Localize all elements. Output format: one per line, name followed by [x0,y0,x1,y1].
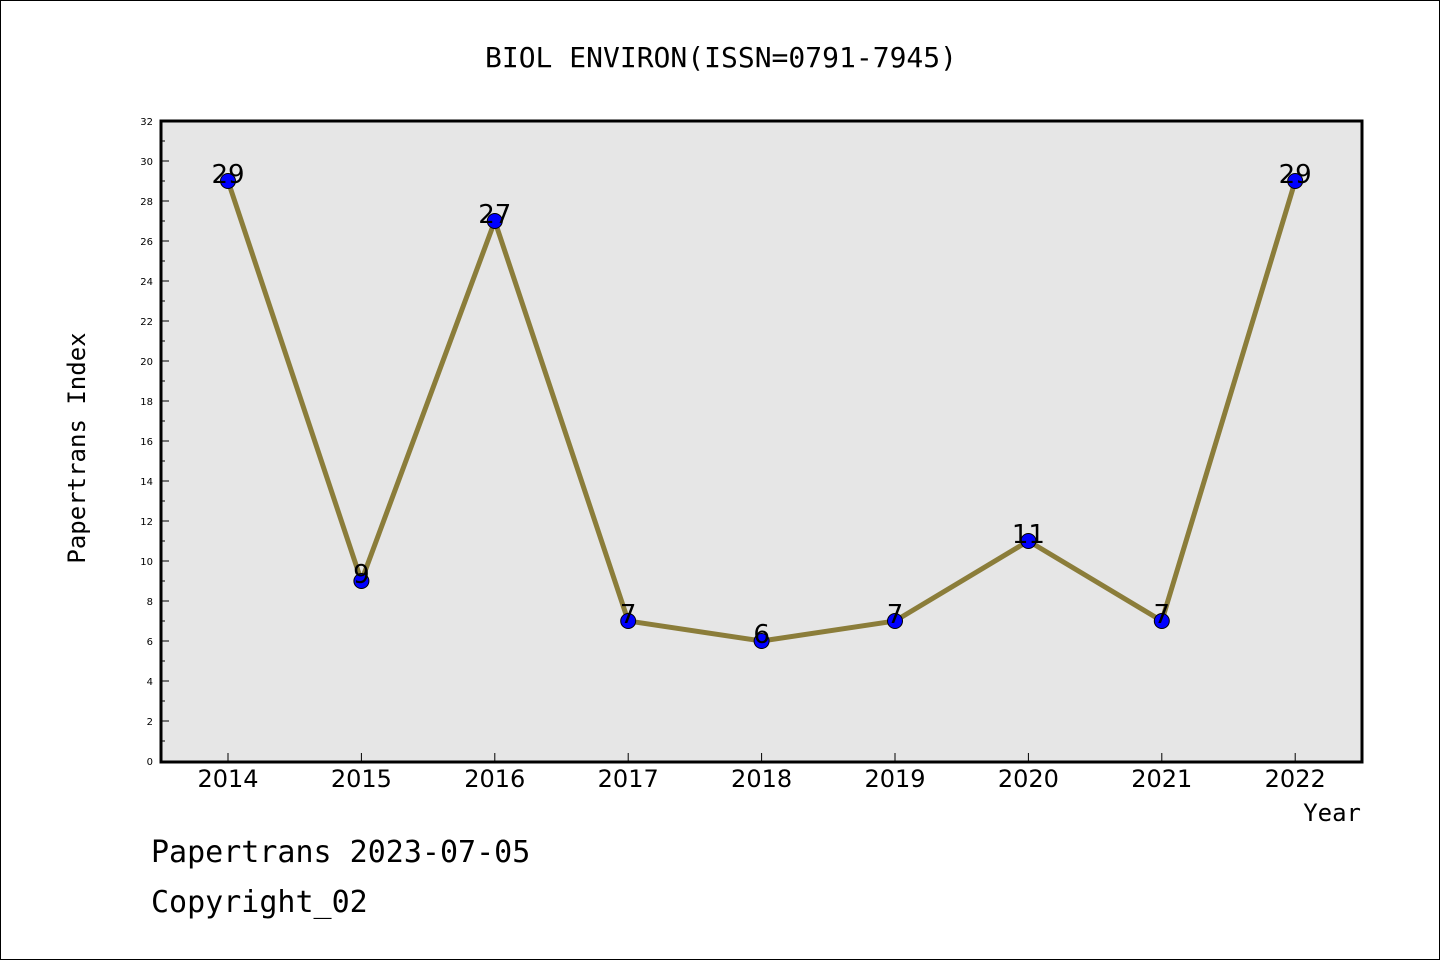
data-label: 29 [211,160,244,190]
data-point [1287,173,1304,189]
data-point [220,173,236,189]
y-tick-label: 22 [140,317,153,328]
y-tick-label: 10 [140,557,153,568]
markers-group [220,173,1304,649]
y-tick-label: 12 [140,517,153,528]
footer-date: Papertrans 2023-07-05 [151,835,531,870]
y-tick-label: 24 [140,277,153,288]
data-label: 27 [478,200,511,230]
x-axis-label: Year [1303,799,1361,827]
y-tick-label: 14 [140,477,153,488]
data-point [620,613,637,629]
data-label: 11 [1012,520,1045,550]
data-labels-group: 29 9 27 7 6 7 11 7 29 [211,160,1311,650]
x-tick-label: 2016 [464,765,525,793]
x-tick-label: 2019 [864,765,925,793]
x-tick-label: 2017 [598,765,659,793]
data-point [1020,533,1037,549]
y-tick-label: 32 [140,117,153,128]
x-tick-label: 2014 [197,765,258,793]
x-axis: 2014 2015 2016 2017 2018 2019 2020 2021 2022 [197,753,1326,793]
y-tick-label: 26 [140,237,153,248]
x-tick-label: 2021 [1131,765,1192,793]
data-label: 29 [1279,160,1312,190]
x-tick-label: 2015 [331,765,392,793]
data-label: 7 [887,600,904,630]
chart-title: BIOL ENVIRON(ISSN=0791-7945) [485,41,957,74]
x-tick-label: 2018 [731,765,792,793]
data-label: 7 [620,600,637,630]
data-label: 7 [1154,600,1171,630]
data-point [486,213,503,229]
x-tick-label: 2020 [998,765,1059,793]
data-point [753,633,770,649]
y-tick-label: 28 [140,197,153,208]
data-point [353,573,370,589]
y-tick-label: 18 [140,397,153,408]
y-tick-label: 16 [140,437,153,448]
footer-copyright: Copyright_02 [151,885,368,920]
y-tick-label: 0 [147,757,153,768]
y-tick-label: 8 [147,597,153,608]
data-point [887,613,903,629]
data-label: 6 [753,620,770,650]
y-tick-label: 4 [147,677,153,688]
data-label: 9 [353,560,370,590]
y-tick-label: 20 [140,357,153,368]
y-tick-label: 30 [140,157,153,168]
y-tick-label: 2 [147,717,153,728]
plot-area [159,119,1364,764]
x-tick-label: 2022 [1265,765,1326,793]
y-tick-label: 6 [147,637,153,648]
y-axis-label: Papertrans Index [63,332,91,563]
data-point [1153,613,1170,629]
